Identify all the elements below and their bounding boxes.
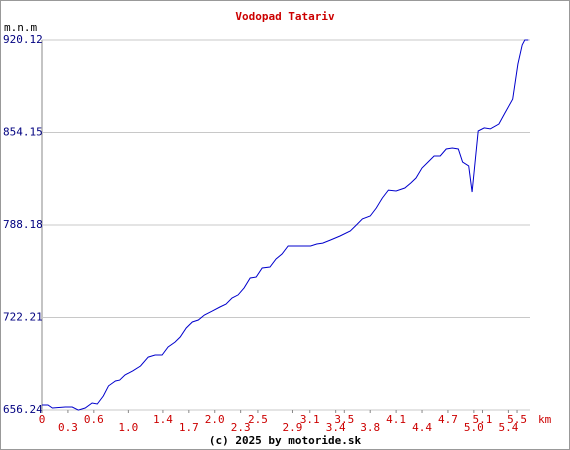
x-tick-label: 1.0 [118,421,138,434]
y-tick-label: 788.18 [3,218,43,231]
y-tick-label: 722.21 [3,311,43,324]
x-tick-label: 2.0 [205,413,225,426]
x-tick-label: 3.8 [360,421,380,434]
x-tick-label: 5.5 [507,413,527,426]
x-tick-label: 2.3 [231,421,251,434]
x-tick-label: 3.1 [300,413,320,426]
x-tick-label: 0 [39,413,46,426]
y-tick-label: 656.24 [3,403,43,416]
x-tick-label: 3.5 [334,413,354,426]
x-tick-label: 1.7 [179,421,199,434]
elevation-line [42,39,529,411]
y-tick-label: 920.12 [3,33,43,46]
x-tick-label: 1.4 [153,413,173,426]
x-tick-label: 5.0 [464,421,484,434]
x-tick-label: 0.6 [84,413,104,426]
x-tick-label: 5.1 [473,413,493,426]
y-axis-label: m.n.m [4,21,37,34]
x-tick-label: 2.9 [283,421,303,434]
footer: (c) 2025 by motoride.sk [209,434,362,447]
x-tick-label: 4.1 [386,413,406,426]
x-axis-unit: km [538,413,552,426]
x-tick-label: 4.7 [438,413,458,426]
chart-title: Vodopad Tatariv [235,10,335,23]
y-tick-label: 854.15 [3,126,43,139]
x-tick-label: 4.4 [412,421,432,434]
x-tick-label: 0.3 [58,421,78,434]
x-tick-label: 3.4 [326,421,346,434]
x-tick-label: 2.5 [248,413,268,426]
x-tick-label: 5.4 [498,421,518,434]
